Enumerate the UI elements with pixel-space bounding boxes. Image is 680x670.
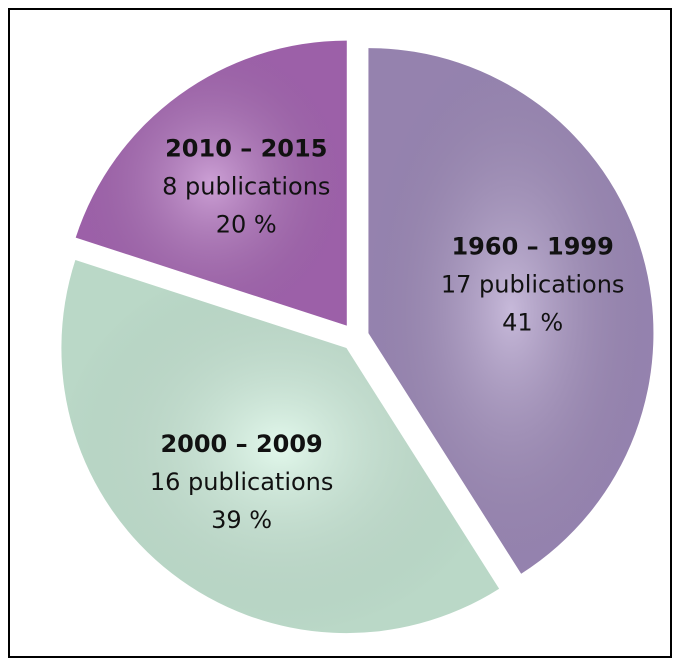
slice-count: 17 publications bbox=[441, 270, 625, 298]
slice-category: 2010 – 2015 bbox=[165, 134, 327, 162]
slice-percent: 41 % bbox=[502, 308, 563, 336]
slice-count: 16 publications bbox=[150, 468, 334, 496]
slice-count: 8 publications bbox=[162, 172, 330, 200]
slice-percent: 20 % bbox=[216, 210, 277, 238]
slice-category: 1960 – 1999 bbox=[451, 232, 613, 260]
slice-category: 2000 – 2009 bbox=[160, 430, 322, 458]
slice-percent: 39 % bbox=[211, 506, 272, 534]
